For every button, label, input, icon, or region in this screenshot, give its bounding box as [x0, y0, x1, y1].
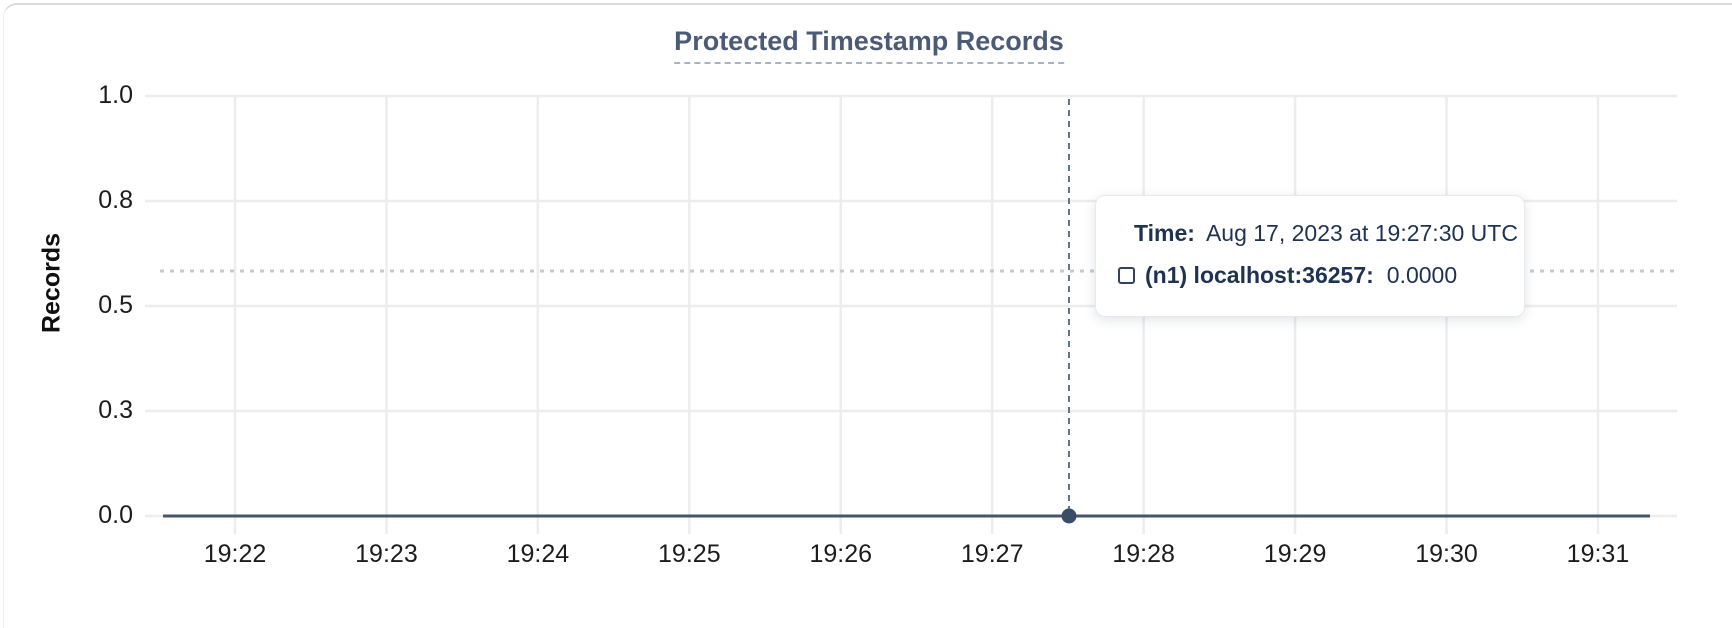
x-tick-label: 19:31	[1566, 540, 1630, 568]
hover-tooltip: Time: Aug 17, 2023 at 19:27:30 UTC (n1) l…	[1095, 195, 1525, 317]
y-tick-label: 0.0	[98, 501, 133, 529]
y-tick-label: 0.5	[98, 291, 133, 319]
tooltip-time-row: Time: Aug 17, 2023 at 19:27:30 UTC	[1096, 218, 1524, 248]
x-tick-label: 19:26	[809, 540, 873, 568]
tooltip-time-value: Aug 17, 2023 at 19:27:30 UTC	[1205, 220, 1518, 246]
x-tick-label: 19:23	[355, 540, 418, 568]
x-tick-label: 19:30	[1415, 540, 1478, 568]
x-tick-label: 19:29	[1263, 540, 1327, 568]
x-tick-label: 19:28	[1112, 540, 1175, 568]
x-tick-label: 19:22	[203, 540, 267, 568]
tooltip-series-label: (n1) localhost:36257:	[1145, 262, 1374, 288]
tooltip-series-row: (n1) localhost:36257: 0.0000	[1096, 260, 1524, 290]
y-tick-label: 1.0	[98, 81, 133, 109]
x-tick-label: 19:25	[658, 540, 721, 568]
legend-checkbox-icon	[1118, 266, 1135, 284]
x-tick-label: 19:27	[960, 540, 1024, 568]
tooltip-time-label: Time:	[1134, 220, 1195, 246]
x-tick-label: 19:24	[506, 540, 570, 568]
chart-title[interactable]: Protected Timestamp Records	[674, 26, 1064, 64]
tooltip-series-value: 0.0000	[1386, 262, 1458, 288]
y-tick-label: 0.3	[98, 396, 133, 424]
hover-point-dot	[1061, 508, 1077, 524]
y-tick-label: 0.8	[98, 186, 133, 214]
